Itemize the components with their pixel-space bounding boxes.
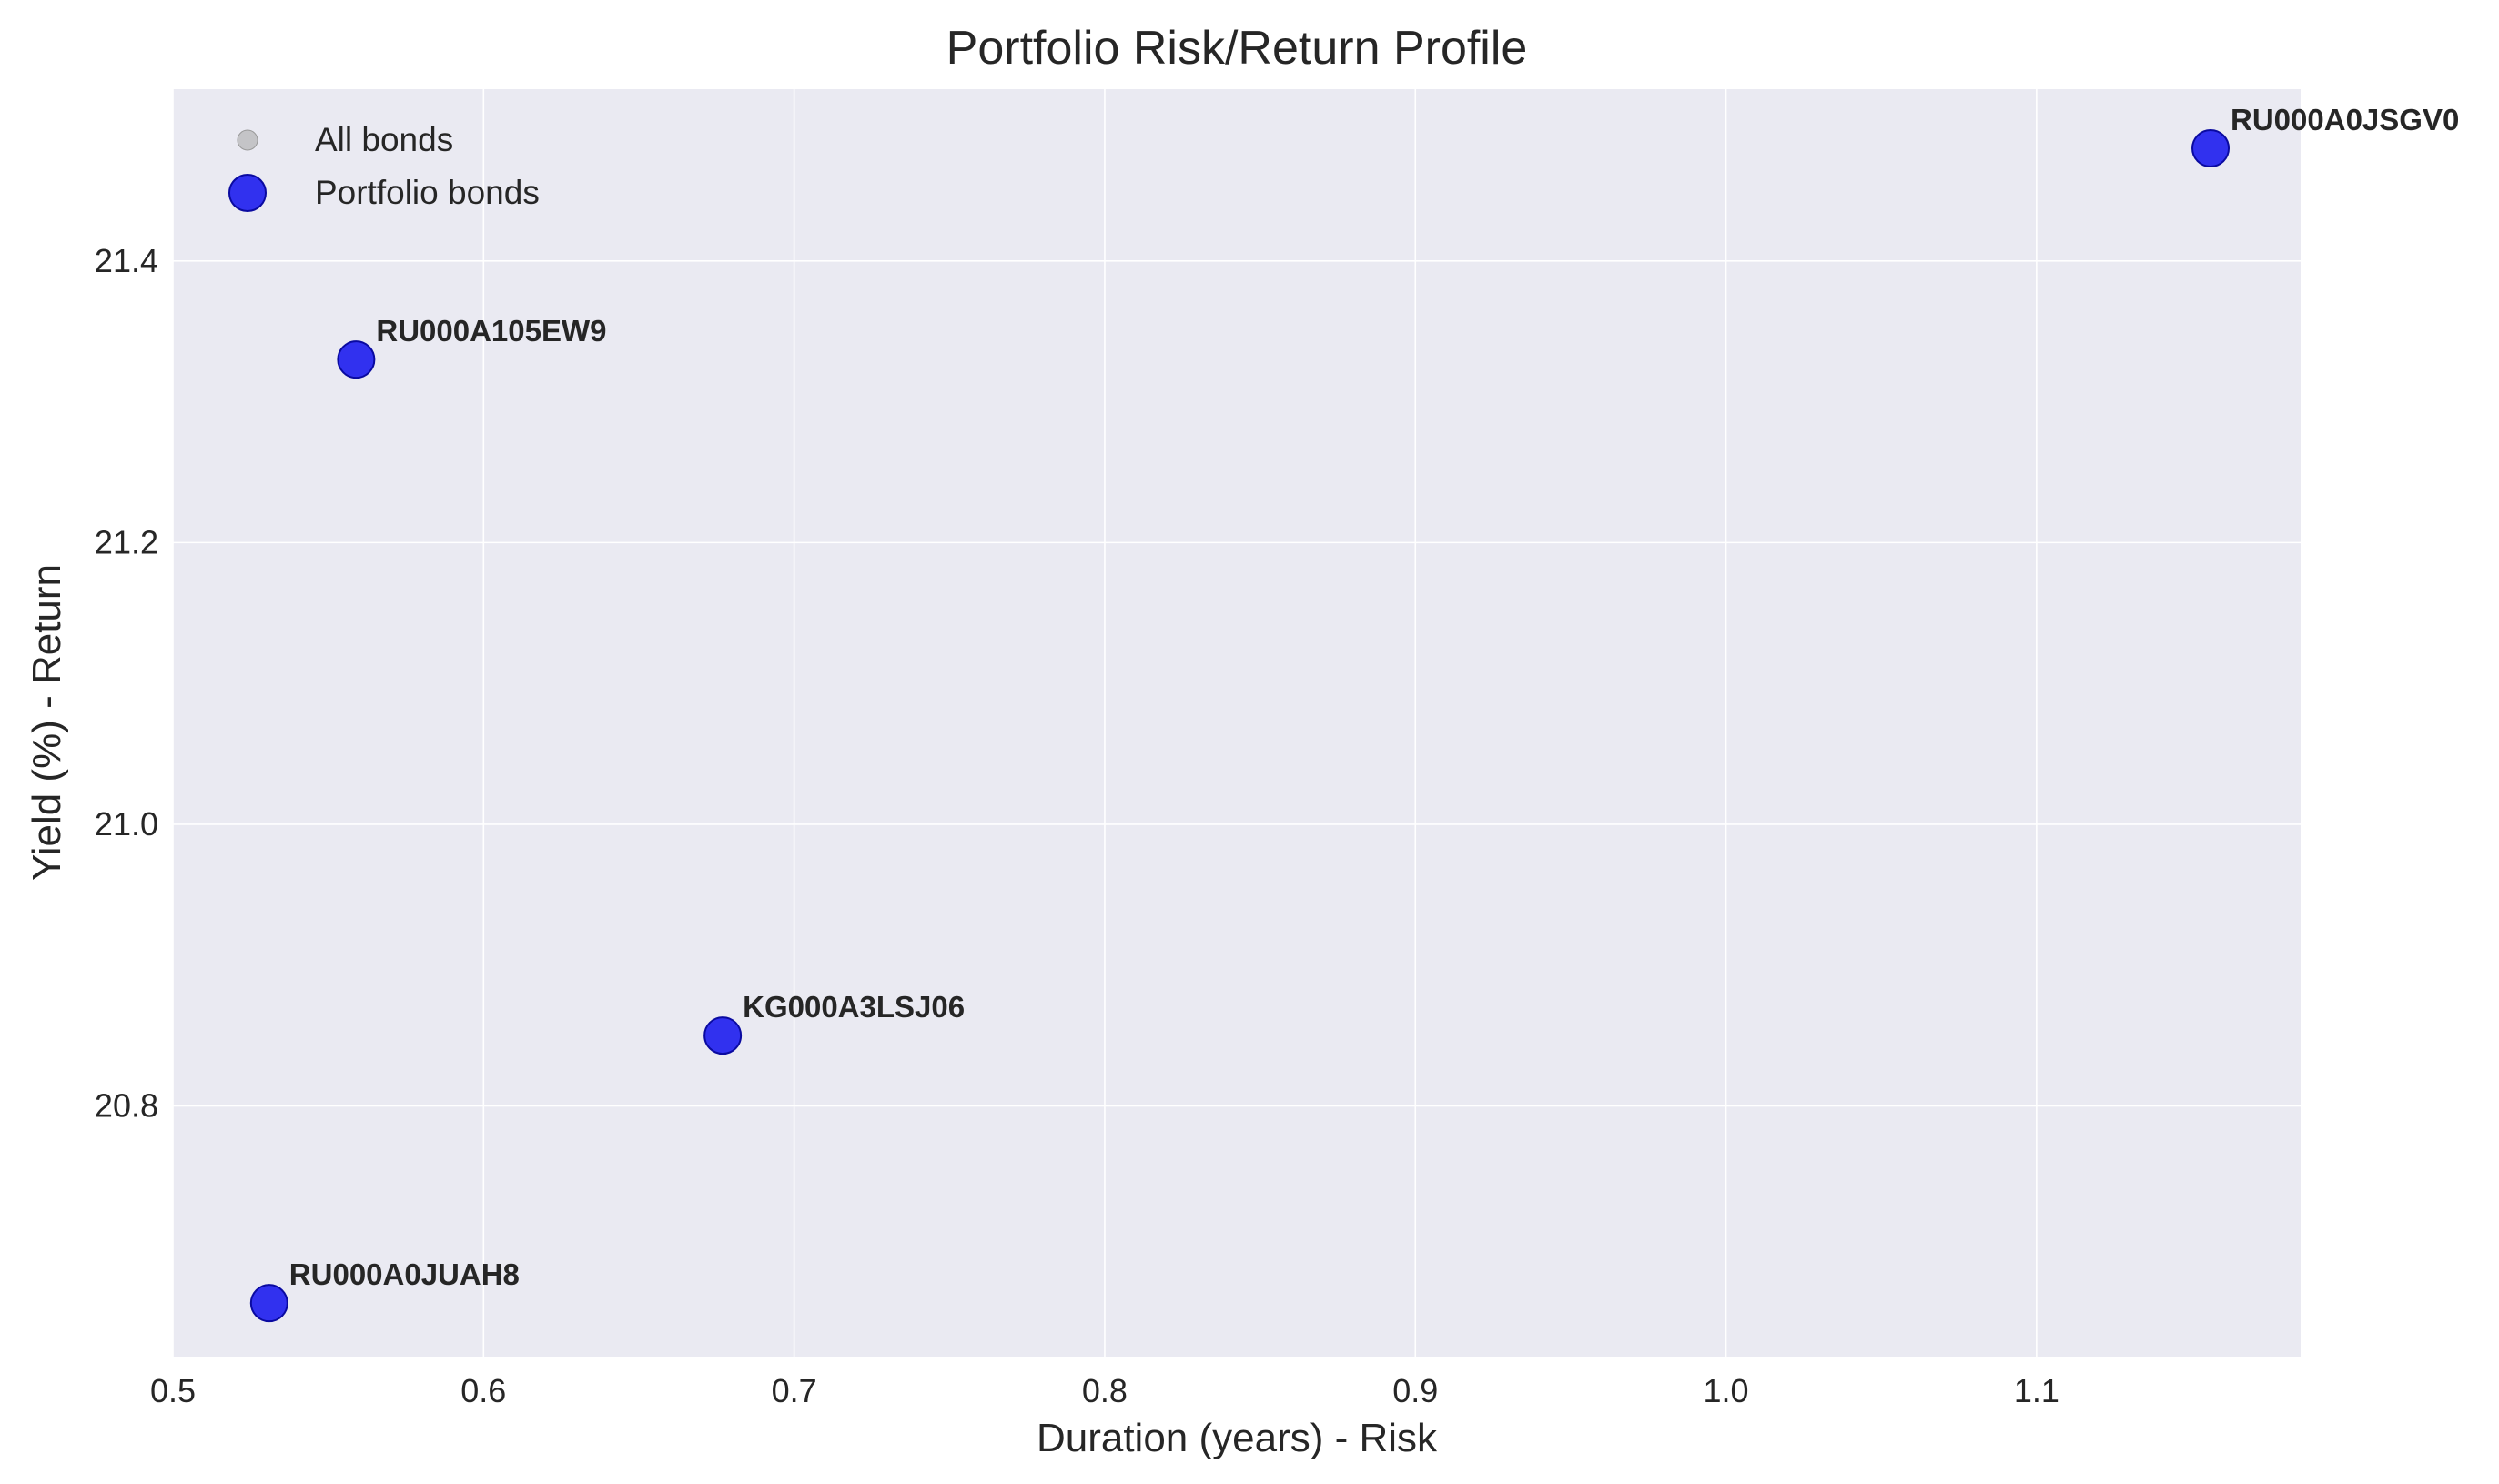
x-tick-label: 0.8 (1082, 1372, 1128, 1409)
y-tick-label: 21.2 (95, 523, 158, 560)
y-tick-labels: 20.8 21.0 21.2 21.4 (95, 242, 158, 1125)
y-tick-label: 20.8 (95, 1086, 158, 1124)
grid-lines (172, 89, 2301, 1357)
data-point-label: KG000A3LSJ06 (743, 990, 965, 1024)
x-tick-label: 0.5 (150, 1372, 196, 1409)
legend: All bonds Portfolio bonds (228, 121, 540, 212)
x-tick-label: 0.9 (1392, 1372, 1438, 1409)
plot-area (173, 89, 2301, 1357)
data-point-label: RU000A105EW9 (376, 314, 606, 348)
x-tick-label: 0.7 (772, 1372, 817, 1409)
y-tick-label: 21.4 (95, 242, 158, 279)
data-point (249, 1284, 288, 1323)
chart-title: Portfolio Risk/Return Profile (946, 22, 1528, 75)
x-tick-label: 1.0 (1704, 1372, 1749, 1409)
legend-marker-all-bonds (237, 129, 258, 151)
data-point (337, 340, 376, 379)
data-point-label: RU000A0JSGV0 (2231, 103, 2459, 136)
x-tick-label: 1.1 (2014, 1372, 2059, 1409)
y-axis-label: Yield (%) - Return (25, 564, 69, 881)
legend-label-portfolio-bonds: Portfolio bonds (315, 174, 540, 211)
data-point (2191, 129, 2231, 168)
legend-label-all-bonds: All bonds (315, 121, 453, 158)
y-tick-label: 21.0 (95, 805, 158, 843)
x-tick-labels: 0.5 0.6 0.7 0.8 0.9 1.0 1.1 (150, 1372, 2059, 1409)
legend-marker-portfolio-bonds (228, 174, 267, 212)
data-point-label: RU000A0JUAH8 (289, 1257, 520, 1291)
data-point (703, 1016, 743, 1055)
x-axis-label: Duration (years) - Risk (1037, 1416, 1438, 1460)
x-tick-label: 0.6 (460, 1372, 506, 1409)
data-points: RU000A0JSGV0 RU000A105EW9 KG000A3LSJ06 RU00… (249, 103, 2459, 1323)
